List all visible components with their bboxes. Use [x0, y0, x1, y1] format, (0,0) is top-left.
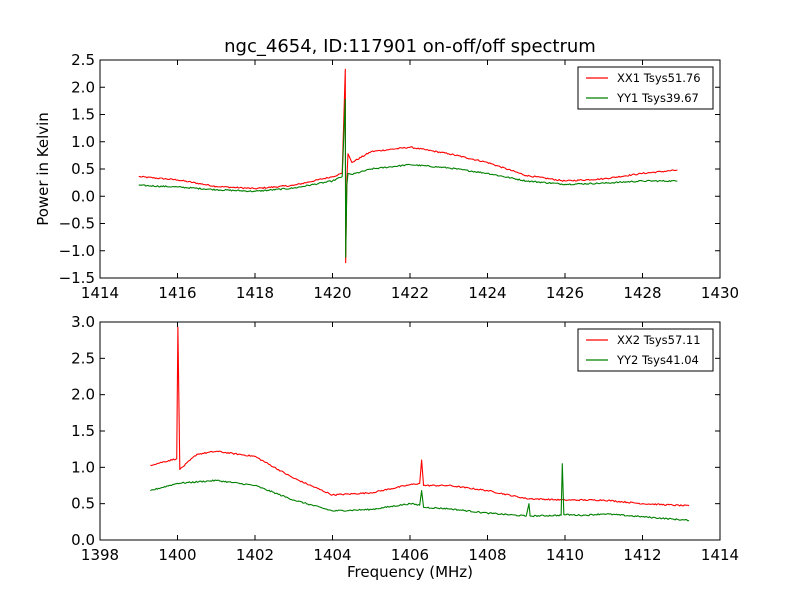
y-tick-label: 3.0 — [71, 313, 95, 331]
x-tick-label: 1418 — [236, 284, 274, 302]
plots-layer: 1414 1416 1418 1420 1422 1424 1426 1428 1430 −1.5… — [34, 51, 739, 581]
series-line-2 — [138, 98, 678, 258]
series-layer — [138, 68, 678, 264]
x-tick-label: 1422 — [391, 284, 429, 302]
x-tick-label: 1414 — [701, 546, 739, 564]
panel-1: 1414 1416 1418 1420 1422 1424 1426 1428 1430 −1.5… — [34, 51, 739, 302]
x-tick-label: 1414 — [81, 284, 119, 302]
x-tick-label: 1408 — [468, 546, 506, 564]
y-tick-label: 2.0 — [71, 78, 95, 96]
y-tick-label: −0.5 — [59, 215, 95, 233]
legend-label: YY1 Tsys39.67 — [616, 91, 699, 105]
y-tick-label: 0.5 — [71, 160, 95, 178]
y-tick-label: 2.5 — [71, 349, 95, 367]
y-tick-label: 0.5 — [71, 495, 95, 513]
series-line-1 — [150, 326, 690, 507]
y-tick-label: 1.0 — [71, 458, 95, 476]
x-tick-label: 1412 — [623, 546, 661, 564]
y-tick-label: −1.5 — [59, 269, 95, 287]
x-tick-label: 1402 — [236, 546, 274, 564]
y-tick-label: 0.0 — [71, 531, 95, 549]
series-line-1 — [138, 68, 678, 264]
y-tick-label: 1.5 — [71, 422, 95, 440]
legend-box — [577, 66, 714, 110]
y-tick-label: 1.5 — [71, 106, 95, 124]
legend: XX2 Tsys57.11 YY2 Tsys41.04 — [577, 328, 714, 372]
x-tick-label: 1400 — [158, 546, 196, 564]
legend-box — [577, 328, 714, 372]
y-tick-label: 2.0 — [71, 386, 95, 404]
x-tick-label: 1428 — [623, 284, 661, 302]
x-tick-label: 1430 — [701, 284, 739, 302]
series-line-2 — [150, 463, 690, 522]
x-tick-label: 1410 — [546, 546, 584, 564]
legend-label: XX2 Tsys57.11 — [617, 333, 701, 347]
x-tick-label: 1398 — [81, 546, 119, 564]
x-tick-label: 1420 — [313, 284, 351, 302]
legend-label: XX1 Tsys51.76 — [617, 71, 701, 85]
panel-2: 1398 1400 1402 1404 1406 1408 1410 1412 1414 0.0 0… — [71, 313, 739, 581]
x-tick-label: 1404 — [313, 546, 351, 564]
figure-title: ngc_4654, ID:117901 on-off/off spectrum — [224, 36, 596, 57]
x-tick-label: 1406 — [391, 546, 429, 564]
series-layer — [150, 326, 690, 522]
y-tick-label: 0.0 — [71, 187, 95, 205]
x-tick-label: 1426 — [546, 284, 584, 302]
legend-label: YY2 Tsys41.04 — [616, 353, 699, 367]
x-tick-label: 1424 — [468, 284, 506, 302]
x-axis-label: Frequency (MHz) — [347, 563, 473, 581]
y-tick-label: −1.0 — [59, 242, 95, 260]
legend: XX1 Tsys51.76 YY1 Tsys39.67 — [577, 66, 714, 110]
y-axis-label: Power in Kelvin — [34, 112, 52, 226]
x-tick-label: 1416 — [158, 284, 196, 302]
y-tick-label: 2.5 — [71, 51, 95, 69]
y-tick-label: 1.0 — [71, 133, 95, 151]
